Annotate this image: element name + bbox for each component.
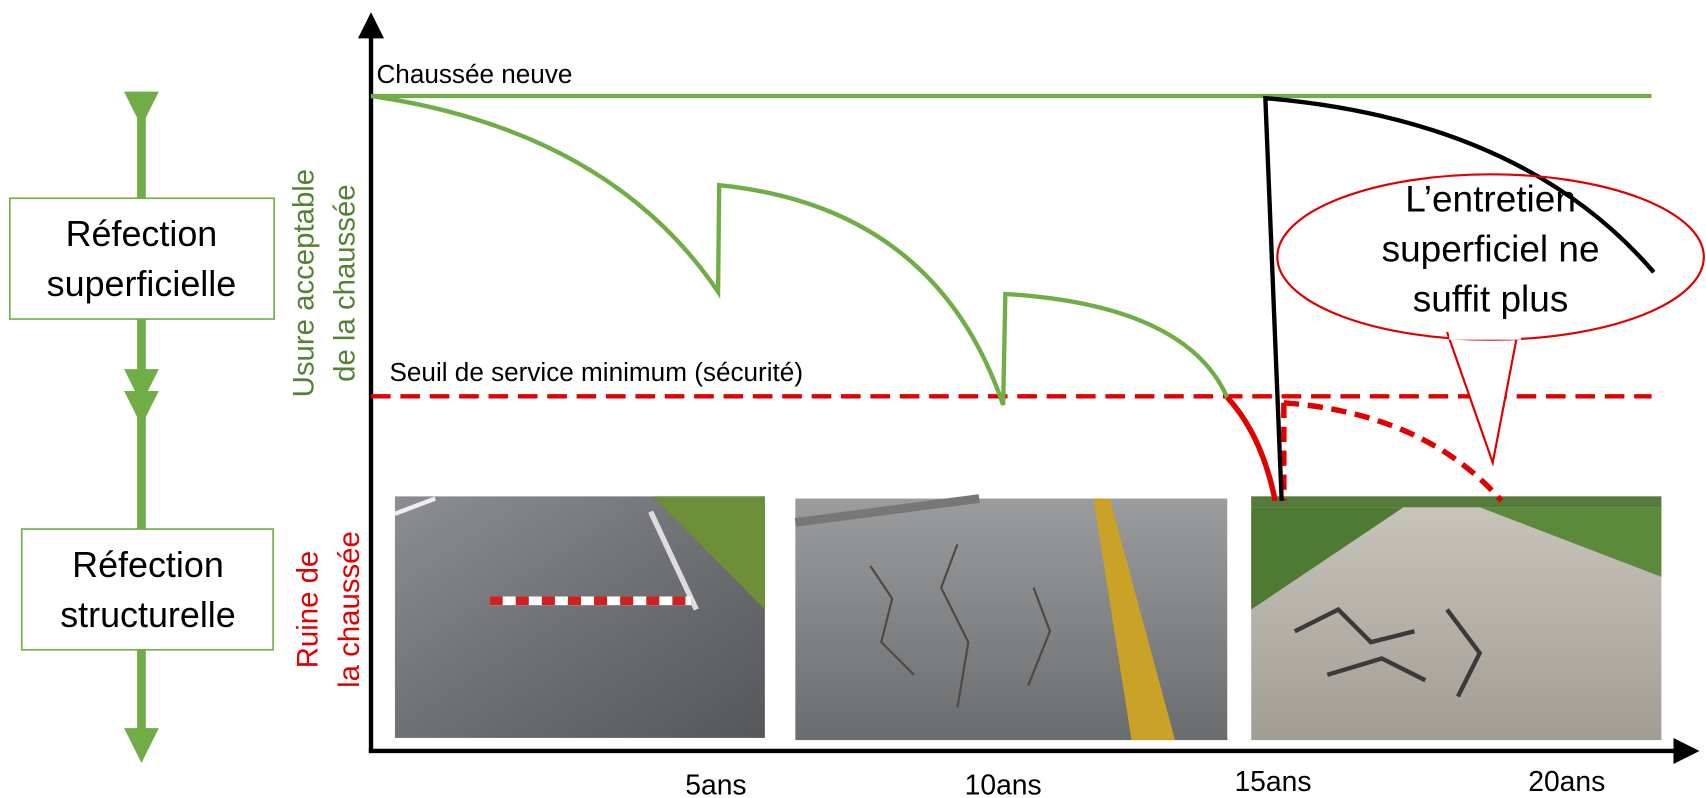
photo-new (395, 496, 765, 738)
text-line: L’entretien (1405, 178, 1576, 219)
diagram: Réfection superficielle Réfection structur… (0, 0, 1706, 798)
callout-join (1449, 327, 1521, 340)
ruin-dashed (1284, 403, 1502, 501)
text-line: superficielle (47, 264, 237, 304)
x-label: 15ans (1234, 765, 1311, 797)
photo-cracked (795, 499, 1227, 741)
x-label: 20ans (1528, 765, 1605, 797)
callout-text: L’entretien superficiel ne suffit plus (1382, 178, 1600, 319)
side-label: la chaussée (333, 531, 366, 688)
line-label: Chaussée neuve (376, 59, 572, 89)
side-label: de la chaussée (329, 184, 362, 382)
side-label: Ruine de (292, 551, 325, 669)
ruin-curve (1227, 397, 1275, 500)
x-label: 5ans (685, 768, 746, 798)
page: Réfection superficielle Réfection structur… (0, 0, 1706, 798)
text-line: superficiel ne (1382, 228, 1600, 269)
text-line: suffit plus (1413, 278, 1569, 319)
callout-tail (1447, 332, 1518, 463)
x-label: 10ans (965, 768, 1042, 798)
line-label: Seuil de service minimum (sécurité) (390, 357, 804, 387)
photo-damaged (1251, 496, 1661, 740)
text-line: Réfection (66, 214, 218, 254)
text-line: Réfection (72, 545, 224, 585)
text-line: structurelle (60, 595, 236, 635)
side-label: Usure acceptable (287, 169, 320, 397)
